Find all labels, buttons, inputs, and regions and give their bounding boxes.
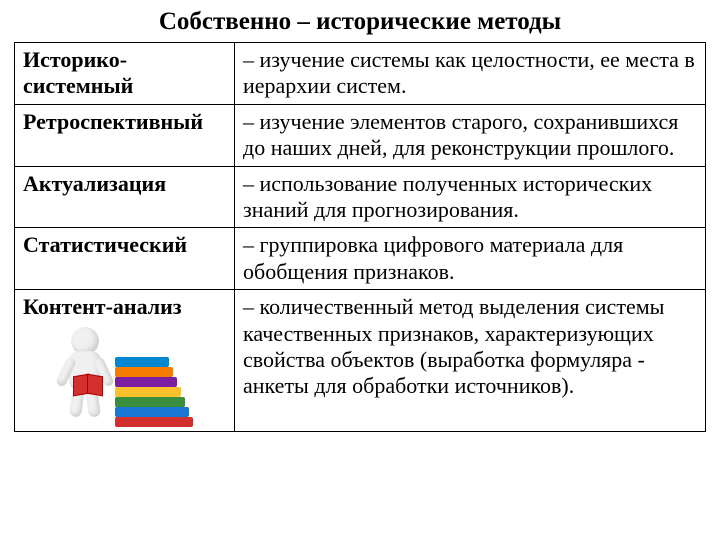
book-stack-icon xyxy=(105,347,195,427)
description-cell: – количественный метод выделения системы… xyxy=(235,290,706,431)
table-row: Статистический – группировка цифрового м… xyxy=(15,228,706,290)
books-figure-illustration xyxy=(23,327,226,427)
open-book-icon xyxy=(73,375,103,395)
method-cell: Историко-системный xyxy=(15,43,235,105)
table-row: Историко-системный – изучение системы ка… xyxy=(15,43,706,105)
method-cell: Ретроспективный xyxy=(15,104,235,166)
table-row: Ретроспективный – изучение элементов ста… xyxy=(15,104,706,166)
table-row: Контент-анализ – количественный метод вы… xyxy=(15,290,706,431)
method-cell: Контент-анализ xyxy=(15,290,235,431)
method-cell: Актуализация xyxy=(15,166,235,228)
description-cell: – использование полученных исторических … xyxy=(235,166,706,228)
table-body: Историко-системный – изучение системы ка… xyxy=(15,43,706,432)
description-cell: – группировка цифрового материала для об… xyxy=(235,228,706,290)
description-cell: – изучение элементов старого, сохранивши… xyxy=(235,104,706,166)
method-cell: Статистический xyxy=(15,228,235,290)
description-cell: – изучение системы как целостности, ее м… xyxy=(235,43,706,105)
methods-table: Историко-системный – изучение системы ка… xyxy=(14,42,706,432)
method-label: Контент-анализ xyxy=(23,294,182,319)
table-row: Актуализация – использование полученных … xyxy=(15,166,706,228)
page-title: Собственно – исторические методы xyxy=(14,8,706,36)
